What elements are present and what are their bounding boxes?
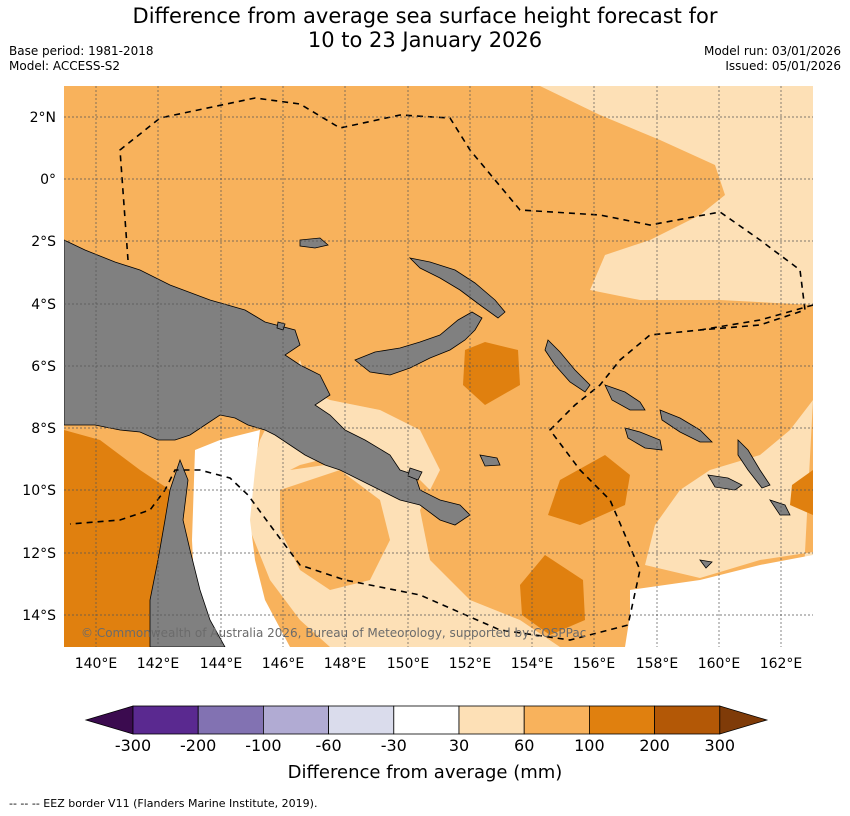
small-island-4 xyxy=(699,559,713,569)
colorbar-title: Difference from average (mm) xyxy=(287,762,563,783)
anomaly-100-200-patch-1 xyxy=(463,342,520,405)
lon-tick: 150°E xyxy=(387,656,430,672)
lat-tick: 14°S xyxy=(22,608,56,624)
model-name: Model: ACCESS-S2 xyxy=(9,59,121,73)
lat-tick: 10°S xyxy=(22,483,56,499)
chart-title: Difference from average sea surface heig… xyxy=(0,4,850,52)
cape-york-land xyxy=(149,458,226,647)
eez-border-east xyxy=(699,304,813,331)
solomon-island-makira xyxy=(707,474,743,491)
colorbar-tick-label: -200 xyxy=(180,736,217,755)
colorbar-tick-label: -60 xyxy=(315,736,342,755)
colorbar-segment xyxy=(654,705,721,735)
colorbar-arrow-left xyxy=(84,705,134,735)
neutral-coral-sea xyxy=(192,430,290,647)
solomon-island-malaita xyxy=(737,439,771,489)
colorbar xyxy=(84,705,769,735)
colorbar-segment xyxy=(393,705,460,735)
manus-island xyxy=(299,237,329,249)
colorbar-tick-label: 300 xyxy=(704,736,736,755)
colorbar-segment xyxy=(197,705,264,735)
lat-tick: 0° xyxy=(40,172,56,188)
lat-tick: 4°S xyxy=(31,297,56,313)
lon-tick: 140°E xyxy=(75,656,118,672)
lat-tick: 6°S xyxy=(31,359,56,375)
anomaly-100-200-east-edge xyxy=(790,470,813,515)
graticule xyxy=(64,86,813,647)
small-island-2 xyxy=(407,467,423,481)
colorbar-segment xyxy=(458,705,525,735)
solomon-island-santa-isabel xyxy=(659,409,713,443)
new-ireland-land xyxy=(408,257,506,319)
base-period: Base period: 1981-2018 xyxy=(9,44,154,58)
title-line-2: 10 to 23 January 2026 xyxy=(307,28,543,52)
lon-tick: 148°E xyxy=(324,656,367,672)
lon-tick: 142°E xyxy=(137,656,180,672)
lon-tick: 162°E xyxy=(760,656,803,672)
colorbar-segment xyxy=(523,705,590,735)
longitude-ticks: 140°E 142°E 144°E 146°E 148°E 150°E 152°… xyxy=(75,656,803,672)
title-line-1: Difference from average sea surface heig… xyxy=(132,4,718,28)
colorbar-segment xyxy=(132,705,199,735)
model-run: Model run: 03/01/2026 xyxy=(703,44,841,58)
colorbar-tick-label: -300 xyxy=(114,736,152,755)
colorbar-arrow-right xyxy=(719,705,769,735)
lon-tick: 144°E xyxy=(200,656,243,672)
issued-date: Issued: 05/01/2026 xyxy=(725,59,841,73)
solomon-island-east xyxy=(769,499,791,516)
lon-tick: 158°E xyxy=(636,656,679,672)
lon-tick: 152°E xyxy=(449,656,492,672)
lat-tick: 2°S xyxy=(31,234,56,250)
colorbar-segment xyxy=(589,705,656,735)
anomaly-30-60-northeast xyxy=(540,86,813,305)
small-island-1 xyxy=(479,454,501,467)
lon-tick: 146°E xyxy=(262,656,305,672)
colorbar-tick-label: 60 xyxy=(514,736,535,755)
colorbar-tick-label: 30 xyxy=(448,736,470,755)
lon-tick: 154°E xyxy=(511,656,554,672)
lon-tick: 160°E xyxy=(698,656,741,672)
lat-tick: 2°N xyxy=(30,110,56,126)
colorbar-tick-label: 100 xyxy=(574,736,605,755)
colorbar-tick-label: 200 xyxy=(639,736,670,755)
bougainville-land xyxy=(544,339,591,393)
colorbar-segment xyxy=(328,705,395,735)
anomaly-30-60-southeast xyxy=(250,360,813,647)
copyright-text: © Commonwealth of Australia 2026, Bureau… xyxy=(81,626,586,640)
meta-right: Model run: 03/01/2026 Issued: 05/01/2026 xyxy=(704,44,841,74)
latitude-ticks: 2°N 0° 2°S 4°S 6°S 8°S 10°S 12°S 14°S xyxy=(22,110,56,624)
solomon-island-guadalcanal xyxy=(624,427,663,451)
lat-tick: 8°S xyxy=(31,421,56,437)
map-panel: © Commonwealth of Australia 2026, Bureau… xyxy=(64,86,813,647)
meta-left: Base period: 1981-2018 Model: ACCESS-S2 xyxy=(9,44,154,74)
lon-tick: 156°E xyxy=(573,656,616,672)
anomaly-60-100-coral-sea xyxy=(280,470,390,590)
new-britain-land xyxy=(354,311,483,376)
colorbar-tick-label: -100 xyxy=(245,736,282,755)
neutral-southeast xyxy=(625,555,813,647)
eez-footnote: -- -- -- EEZ border V11 (Flanders Marine… xyxy=(9,797,318,810)
lat-tick: 12°S xyxy=(22,546,56,562)
colorbar-tick-label: -30 xyxy=(380,736,407,755)
colorbar-segment xyxy=(262,705,329,735)
solomon-island-choiseul xyxy=(604,384,646,411)
